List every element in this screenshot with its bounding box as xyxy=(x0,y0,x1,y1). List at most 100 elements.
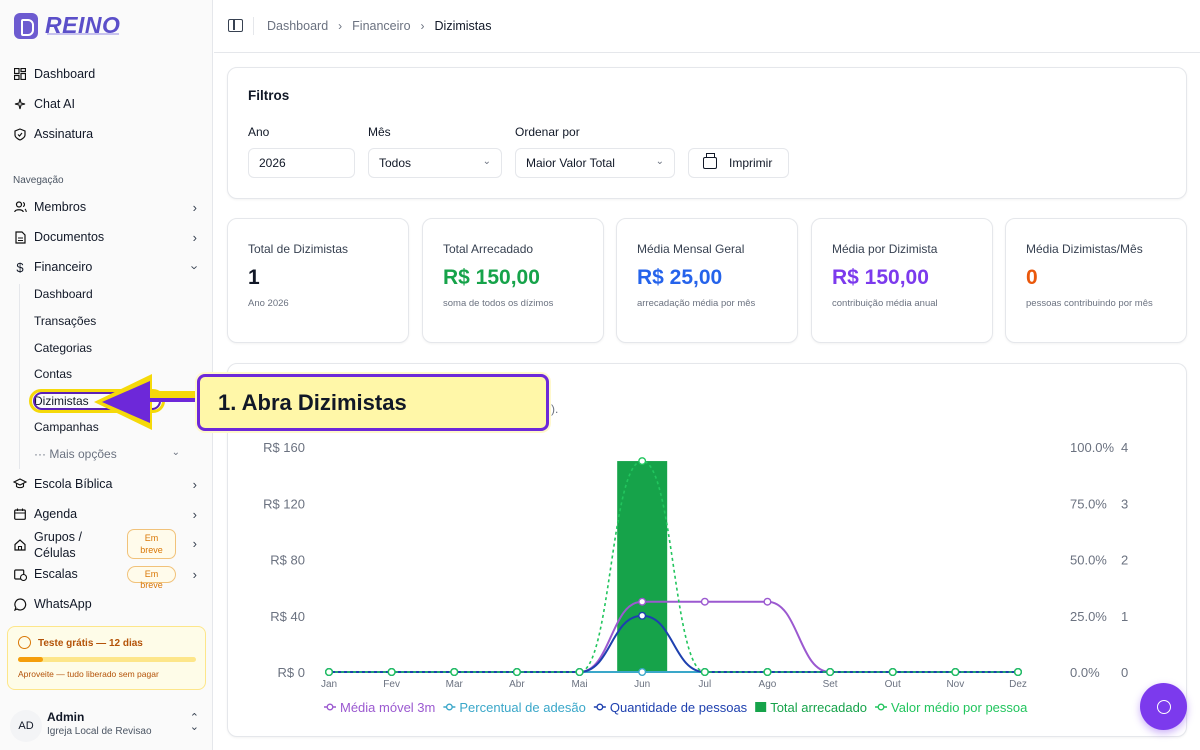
legend-swatch xyxy=(755,702,767,712)
sidebar-item-label: Financeiro xyxy=(34,260,93,274)
trial-note: Aproveite — tudo liberado sem pagar xyxy=(18,669,159,679)
y-pct-tick-label: 100.0% xyxy=(1070,440,1115,455)
sidebar-subitem-dizimistas[interactable]: Dizimistas xyxy=(34,394,89,408)
data-point xyxy=(951,668,960,677)
legend-label: Percentual de adesão xyxy=(459,700,585,715)
sidebar-item-agenda[interactable]: Agenda › xyxy=(13,507,203,522)
month-select[interactable]: Todos ⌄ xyxy=(368,148,502,178)
stat-sub: arrecadação média por mês xyxy=(637,298,756,309)
sidebar-item-escalas[interactable]: Escalas › xyxy=(13,567,203,582)
sidebar-item-documentos[interactable]: Documentos › xyxy=(13,230,203,245)
sidebar-item-dashboard[interactable]: Dashboard xyxy=(13,67,203,81)
legend-label: Total arrecadado xyxy=(770,700,867,715)
y-pct-tick-label: 50.0% xyxy=(1070,553,1107,568)
trial-banner[interactable]: Teste grátis — 12 dias Aproveite — tudo … xyxy=(7,626,206,690)
series-line xyxy=(328,614,1018,673)
data-point xyxy=(826,668,835,677)
trial-title: Teste grátis — 12 dias xyxy=(38,638,143,649)
print-button[interactable]: Imprimir xyxy=(688,148,789,178)
sidebar-item-financeiro[interactable]: $ Financeiro › xyxy=(13,260,203,275)
sidebar-subitem-contas[interactable]: Contas xyxy=(34,367,73,381)
callout-text: 1. Abra Dizimistas xyxy=(218,390,407,415)
sidebar-item-label: Agenda xyxy=(34,507,78,521)
data-point xyxy=(763,668,772,677)
sidebar-item-escola-biblica[interactable]: Escola Bíblica › xyxy=(13,477,203,492)
legend-label: Valor médio por pessoa xyxy=(891,700,1028,715)
filters-title: Filtros xyxy=(248,88,290,103)
printer-icon xyxy=(703,153,717,169)
data-point xyxy=(700,597,709,606)
data-point xyxy=(575,668,584,677)
legend-marker xyxy=(445,703,453,711)
tutorial-callout: 1. Abra Dizimistas xyxy=(197,374,549,431)
user-menu[interactable]: AD Admin Igreja Local de Revisao ⌃ ⌄ xyxy=(10,706,205,742)
graduation-cap-icon xyxy=(13,477,27,491)
more-options-button[interactable]: ··· Mais opções ⌄ xyxy=(34,447,180,461)
month-value: Todos xyxy=(379,156,412,170)
breadcrumb-financeiro[interactable]: Financeiro xyxy=(352,19,411,33)
more-options-label: ··· Mais opções xyxy=(34,447,117,461)
breadcrumb-current: Dizimistas xyxy=(434,19,492,33)
data-point xyxy=(387,668,396,677)
chat-bubble-icon xyxy=(1156,699,1171,714)
shield-icon xyxy=(13,127,27,141)
label-line-2: Células xyxy=(34,546,76,560)
chevron-right-icon: › xyxy=(192,567,197,582)
data-point xyxy=(324,668,333,677)
stat-card-media-dizimista: Média por Dizimista R$ 150,00 contribuiç… xyxy=(811,218,993,343)
year-input[interactable]: 2026 xyxy=(248,148,355,178)
sidebar-item-label: Assinatura xyxy=(34,127,94,141)
sidebar-item-chat-ai[interactable]: Chat AI xyxy=(13,97,203,111)
stat-label: Total de Dizimistas xyxy=(248,242,349,256)
chevron-right-icon: › xyxy=(420,19,425,33)
data-point xyxy=(638,611,647,620)
stat-label: Média Mensal Geral xyxy=(637,242,745,256)
status-badge: Em breve xyxy=(127,529,176,559)
sidebar-subitem-dashboard[interactable]: Dashboard xyxy=(34,287,93,301)
stat-card-media-mensal: Média Mensal Geral R$ 25,00 arrecadação … xyxy=(616,218,798,343)
filters-card: Filtros Ano 2026 Mês Todos ⌄ Ordenar por … xyxy=(227,67,1187,199)
breadcrumb-dashboard[interactable]: Dashboard xyxy=(267,19,329,33)
chart-bar xyxy=(617,461,668,672)
sidebar-subitem-campanhas[interactable]: Campanhas xyxy=(34,420,99,434)
data-point xyxy=(700,668,709,677)
sidebar-item-assinatura[interactable]: Assinatura xyxy=(13,127,203,141)
sidebar-subitem-categorias[interactable]: Categorias xyxy=(34,341,93,355)
user-name: Admin xyxy=(47,710,85,724)
sidebar-item-label: Membros xyxy=(34,200,87,214)
stat-label: Média Dizimistas/Mês xyxy=(1026,242,1143,256)
sidebar-item-grupos-celulas[interactable]: Grupos / Células › xyxy=(13,529,203,561)
order-select[interactable]: Maior Valor Total ⌄ xyxy=(515,148,675,178)
sidebar-item-whatsapp[interactable]: WhatsApp xyxy=(13,597,203,611)
sidebar-item-label: Dashboard xyxy=(34,67,96,81)
stat-card-total-arrecadado: Total Arrecadado R$ 150,00 soma de todos… xyxy=(422,218,604,343)
sidebar-item-membros[interactable]: Membros › xyxy=(13,200,203,215)
x-tick-label: Jul xyxy=(698,679,711,690)
sidebar-subitem-transacoes[interactable]: Transações xyxy=(34,314,97,328)
y-pct-tick-label: 25.0% xyxy=(1070,609,1107,624)
x-tick-label: Abr xyxy=(509,679,525,690)
breadcrumb: Dashboard › Financeiro › Dizimistas xyxy=(267,19,491,33)
home-icon xyxy=(13,538,27,552)
data-point xyxy=(1014,668,1023,677)
print-label: Imprimir xyxy=(729,156,773,170)
stat-value: 0 xyxy=(1026,266,1038,289)
sidebar-item-label: WhatsApp xyxy=(34,597,92,611)
chevron-down-icon: › xyxy=(187,265,203,270)
chat-button[interactable] xyxy=(1140,683,1187,730)
file-icon xyxy=(13,230,27,244)
order-value: Maior Valor Total xyxy=(526,156,615,170)
stat-sub: Ano 2026 xyxy=(248,298,289,309)
sidebar-toggle-icon[interactable] xyxy=(228,19,243,32)
stat-card-total-dizimistas: Total de Dizimistas 1 Ano 2026 xyxy=(227,218,409,343)
y-count-tick-label: 4 xyxy=(1121,440,1128,455)
x-tick-label: Jan xyxy=(321,679,337,690)
sidebar-item-label: Escola Bíblica xyxy=(34,477,113,491)
series-line xyxy=(328,460,1018,673)
data-point xyxy=(638,597,647,606)
sparkles-icon xyxy=(13,97,27,111)
stat-card-media-dizimistas-mes: Média Dizimistas/Mês 0 pessoas contribui… xyxy=(1005,218,1187,343)
sidebar: REINO Dashboard Chat AI Assinatura Naveg… xyxy=(0,0,213,750)
stat-sub: contribuição média anual xyxy=(832,298,938,309)
x-tick-label: Dez xyxy=(1009,679,1027,690)
